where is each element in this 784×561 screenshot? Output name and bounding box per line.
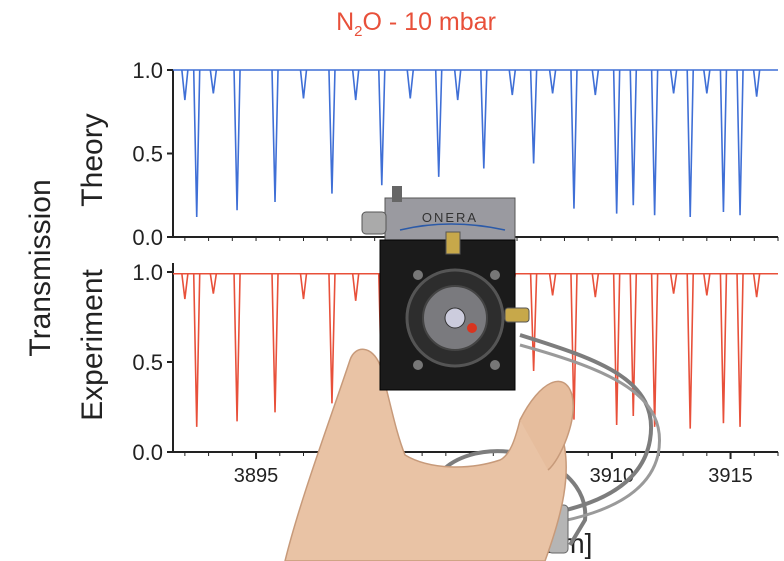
theory-absorption-line [328, 69, 336, 194]
chart-title: N2O - 10 mbar [336, 8, 496, 40]
theory-absorption-line [181, 69, 189, 101]
experiment-absorption-line [752, 273, 761, 298]
overall-y-axis-label: Transmission [24, 179, 57, 356]
experiment-absorption-line [669, 273, 678, 294]
theory-absorption-line [591, 69, 600, 96]
theory-absorption-line [377, 69, 386, 186]
theory-absorption-line [453, 69, 462, 101]
photo-device-in-hand: ONERA [284, 186, 661, 561]
experiment-absorption-line [736, 273, 744, 427]
experiment-absorption-line [351, 273, 360, 301]
theory-y-axis-label: Theory [76, 113, 109, 206]
experiment-xtick-label: 3910 [590, 465, 635, 487]
experiment-absorption-line [192, 273, 201, 427]
theory-absorption-line [233, 69, 241, 211]
theory-absorption-line [434, 69, 443, 177]
hand [284, 348, 567, 561]
experiment-absorption-line [570, 273, 578, 420]
theory-absorption-line [736, 69, 744, 216]
experiment-absorption-line [686, 273, 695, 429]
experiment-absorption-line [629, 273, 638, 417]
experiment-absorption-line [233, 273, 241, 422]
experiment-absorption-line [591, 273, 600, 298]
theory-absorption-line [271, 69, 279, 202]
theory-absorption-line [406, 69, 415, 99]
theory-absorption-line [351, 69, 360, 101]
experiment-xtick-label: 3895 [234, 465, 279, 487]
experiment-y-axis-label: Experiment [76, 268, 109, 420]
experiment-absorption-line [328, 273, 336, 404]
experiment-absorption-line [612, 273, 621, 426]
title-subscript: 2 [354, 23, 362, 40]
theory-absorption-line [629, 69, 638, 206]
theory-absorption-line [669, 69, 678, 94]
theory-absorption-line [650, 69, 659, 216]
theory-absorption-line [548, 69, 557, 94]
theory-panel: 0.0 0.5 1.0 [132, 58, 779, 250]
theory-ytick-label: 0.5 [132, 142, 163, 167]
theory-absorption-line [612, 69, 621, 214]
theory-absorption-line [752, 69, 761, 97]
experiment-absorption-line [181, 273, 189, 300]
top-valve [445, 231, 461, 255]
experiment-absorption-line [703, 273, 711, 296]
theory-absorption-line [192, 69, 201, 217]
experiment-absorption-line [650, 273, 659, 427]
experiment-ytick-label: 0.5 [132, 350, 163, 375]
theory-ytick-label: 1.0 [132, 58, 163, 83]
experiment-ytick-label: 1.0 [132, 260, 163, 285]
theory-ytick-label: 0.0 [132, 225, 163, 250]
experiment-absorption-line [719, 273, 728, 424]
title-main: N [336, 8, 354, 36]
experiment-xtick-label: 3915 [708, 465, 753, 487]
title-rest: O - 10 mbar [363, 8, 496, 36]
device-brand-label: ONERA [422, 210, 478, 225]
theory-absorption-line [299, 69, 308, 99]
experiment-ytick-label: 0.0 [132, 440, 163, 465]
theory-absorption-line [508, 69, 517, 96]
theory-absorption-line [480, 69, 488, 169]
theory-absorption-line [529, 69, 538, 164]
theory-absorption-line [570, 69, 578, 209]
experiment-absorption-line [299, 273, 308, 300]
theory-absorption-line [209, 69, 218, 94]
side-valve [361, 211, 387, 235]
theory-absorption-line [686, 69, 695, 217]
experiment-absorption-line [548, 273, 557, 296]
theory-absorption-line [719, 69, 728, 212]
experiment-absorption-line [529, 273, 538, 372]
experiment-absorption-line [209, 273, 218, 294]
theory-absorption-line [703, 69, 711, 94]
experiment-absorption-line [271, 273, 279, 413]
